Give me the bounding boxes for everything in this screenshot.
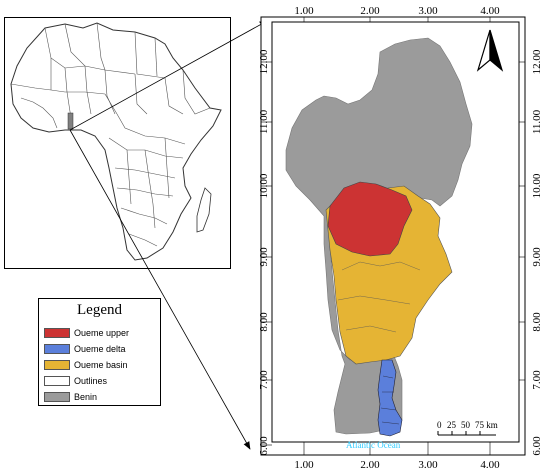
frame-tick-marks (261, 17, 525, 455)
x-tick-label: 3.00 (418, 459, 438, 471)
basin-internal-outlines (337, 261, 421, 333)
scale-label-75km: 75 km (475, 420, 498, 430)
legend-item-oueme-upper: Oueme upper (44, 327, 129, 339)
legend-item-oueme-basin: Oueme basin (44, 359, 128, 371)
y-tick-label: 10.00 (258, 173, 270, 198)
x-tick-label: 4.00 (480, 5, 500, 17)
legend-swatch (44, 344, 70, 354)
y-tick-label: 8.00 (531, 312, 543, 332)
benin-highlight (67, 112, 74, 130)
legend-label: Oueme upper (74, 328, 130, 338)
y-tick-label: 11.00 (258, 109, 270, 134)
y-tick-labels-left: 12.00 11.00 10.00 9.00 8.00 7.00 6.00 (258, 49, 270, 456)
legend-box: Legend Oueme upper Oueme delta Oueme bas… (38, 298, 161, 406)
x-tick-labels-bottom: 1.00 2.00 3.00 4.00 (294, 459, 500, 471)
x-tick-labels-top: 1.00 2.00 3.00 4.00 (294, 5, 500, 17)
x-tick-label: 3.00 (418, 5, 438, 17)
legend-label: Outlines (74, 376, 108, 386)
legend-label: Benin (74, 392, 98, 402)
legend-swatch (44, 392, 70, 402)
ocean-label: Atlantic Ocean (346, 440, 401, 450)
legend-item-oueme-delta: Oueme delta (44, 343, 126, 355)
scale-label-0: 0 (437, 420, 442, 430)
legend-swatch (44, 360, 70, 370)
north-arrow-icon (476, 29, 504, 72)
x-tick-label: 4.00 (480, 459, 500, 471)
x-tick-label: 2.00 (360, 459, 380, 471)
benin-shape (285, 37, 473, 435)
connector-arrow-top (69, 20, 268, 131)
legend-title: Legend (77, 302, 122, 318)
y-tick-label: 11.00 (531, 109, 543, 134)
oueme-delta-shape (377, 359, 403, 437)
delta-subbasin-lines (380, 375, 400, 425)
scale-label-25: 25 (447, 420, 457, 430)
legend-item-benin: Benin (44, 391, 97, 403)
y-tick-label: 8.00 (258, 312, 270, 332)
y-tick-label: 12.00 (258, 49, 270, 74)
y-tick-label: 6.00 (258, 436, 270, 456)
y-tick-label: 9.00 (258, 247, 270, 267)
y-tick-label: 7.00 (258, 370, 270, 390)
legend-item-outlines: Outlines (44, 375, 107, 387)
y-tick-labels-right: 12.00 11.00 10.00 9.00 8.00 7.00 6.00 (531, 49, 543, 456)
oueme-upper-shape (327, 181, 413, 257)
y-tick-label: 10.00 (531, 173, 543, 198)
x-tick-label: 1.00 (294, 5, 314, 17)
x-tick-label: 2.00 (360, 5, 380, 17)
legend-swatch (44, 376, 70, 386)
scale-label-50: 50 (461, 420, 471, 430)
connector-arrow-bottom (69, 129, 251, 450)
legend-label: Oueme basin (74, 360, 128, 370)
legend-swatch (44, 328, 70, 338)
y-tick-label: 6.00 (531, 436, 543, 456)
africa-locator-map (4, 17, 231, 269)
madagascar-outline (196, 187, 212, 233)
x-tick-label: 1.00 (294, 459, 314, 471)
country-borders (10, 22, 211, 247)
africa-outline-map (10, 22, 222, 261)
y-tick-label: 12.00 (531, 49, 543, 74)
y-tick-label: 9.00 (531, 247, 543, 267)
africa-continent-outline (10, 22, 222, 261)
scale-bar: 0 25 50 75 km (437, 420, 498, 436)
legend-label: Oueme delta (74, 344, 126, 354)
y-tick-label: 7.00 (531, 370, 543, 390)
